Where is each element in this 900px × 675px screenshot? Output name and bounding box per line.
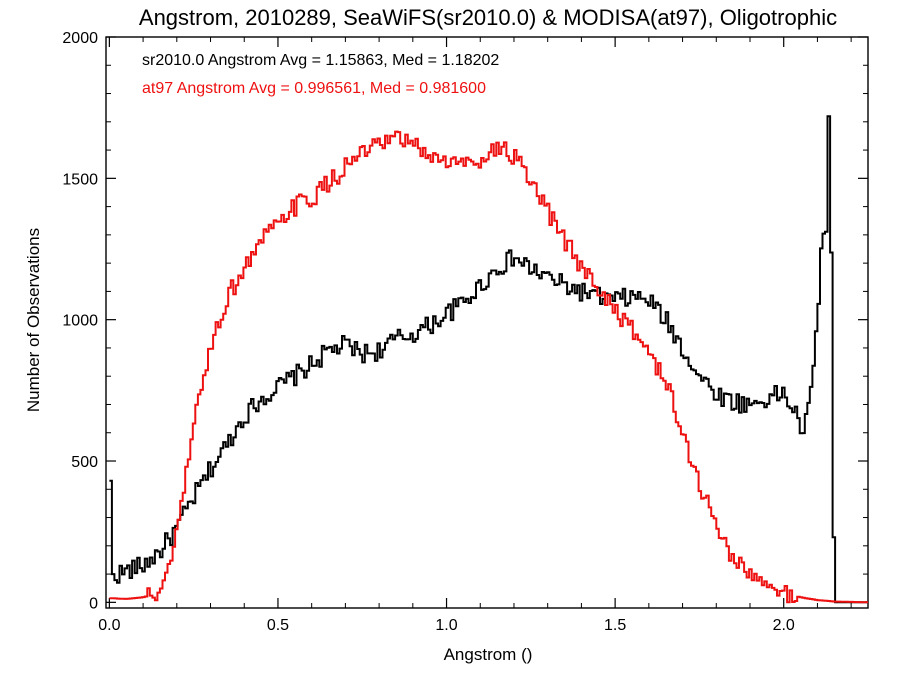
x-tick-label: 2.0 <box>773 617 795 634</box>
plot-area: 0.0 0.5 1.0 1.5 2.0 0 500 1000 1500 2000 sr2010.0 … <box>62 30 869 634</box>
stats-annotation-1: at97 Angstrom Avg = 0.996561, Med = 0.98… <box>142 80 486 97</box>
y-tick-label: 500 <box>71 454 98 471</box>
histogram-series-0 <box>109 115 868 604</box>
stats-annotation-0: sr2010.0 Angstrom Avg = 1.15863, Med = 1… <box>142 52 499 69</box>
histogram-series-1 <box>109 130 868 604</box>
x-tick-label: 0.5 <box>267 617 289 634</box>
y-tick-label: 1000 <box>62 313 98 330</box>
x-tick-label: 1.0 <box>435 617 457 634</box>
plot-frame <box>105 36 869 609</box>
y-tick-label: 2000 <box>62 30 98 47</box>
chart-title: Angstrom, 2010289, SeaWiFS(sr2010.0) & M… <box>139 5 837 30</box>
y-axis-label: Number of Observations <box>24 228 43 412</box>
x-tick-label: 0.0 <box>98 617 120 634</box>
x-tick-label: 1.5 <box>604 617 626 634</box>
y-tick-label: 0 <box>89 595 98 612</box>
x-axis-label: Angstrom () <box>444 645 533 664</box>
y-tick-label: 1500 <box>62 171 98 188</box>
